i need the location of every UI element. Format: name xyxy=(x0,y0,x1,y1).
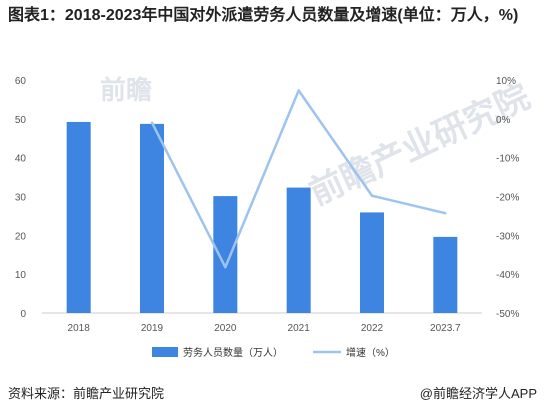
x-tick-label-2018: 2018 xyxy=(68,323,91,334)
line-series xyxy=(150,89,447,269)
chart-title: 图表1：2018-2023年中国对外派遣劳务人员数量及增速(单位：万人，%) xyxy=(8,7,519,24)
bar-2022 xyxy=(360,212,384,313)
y-left-tick-label: 0 xyxy=(20,309,26,320)
y-left-tick-label: 10 xyxy=(15,270,27,281)
y-right-tick-label: -30% xyxy=(496,231,519,242)
tick-labels: 0 10 20 30 40 50 60 -50% -40% -30% -20% -10% 0% 10% 20… xyxy=(15,76,520,334)
x-tick-label-2021: 2021 xyxy=(288,323,311,334)
growth-point-2022 xyxy=(370,194,374,197)
y-left-tick-label: 50 xyxy=(15,115,27,126)
growth-point-2019 xyxy=(150,121,154,124)
x-tick-label-2022: 2022 xyxy=(361,323,384,334)
y-right-tick-label: -40% xyxy=(496,270,519,281)
bar-2021 xyxy=(286,187,311,313)
legend-label-line: 增速（%） xyxy=(346,346,395,359)
legend-label-bar: 劳务人员数量（万人） xyxy=(183,346,283,359)
y-right-tick-label: -50% xyxy=(496,309,519,320)
footer-source: 资料来源：前瞻产业研究院 xyxy=(8,386,165,401)
y-right-tick-label: 0% xyxy=(496,115,511,126)
x-tick-label-2023.7: 2023.7 xyxy=(430,323,461,334)
legend-swatch-bar xyxy=(152,347,178,357)
y-right-tick-label: -10% xyxy=(496,154,519,165)
x-tick-label-2020: 2020 xyxy=(214,323,237,334)
growth-point-2021 xyxy=(297,89,300,92)
y-right-tick-label: 10% xyxy=(496,76,516,87)
x-tick-label-2019: 2019 xyxy=(141,323,164,334)
y-right-tick-label: -20% xyxy=(496,193,519,204)
growth-point-2023.7 xyxy=(444,211,447,215)
bar-2019 xyxy=(140,123,164,313)
bar-2023.7 xyxy=(433,236,458,313)
bar-series xyxy=(66,121,458,313)
y-left-tick-label: 40 xyxy=(15,154,27,165)
bar-2020 xyxy=(213,196,238,313)
legend: 劳务人员数量（万人） 增速（%） xyxy=(152,346,395,359)
footer-app-credit: @前瞻经济学人APP xyxy=(419,386,537,401)
growth-point-2020 xyxy=(224,265,227,269)
bar-2018 xyxy=(66,121,91,313)
y-left-tick-label: 30 xyxy=(15,193,27,204)
y-left-tick-label: 20 xyxy=(15,231,27,242)
y-left-tick-label: 60 xyxy=(15,76,27,87)
